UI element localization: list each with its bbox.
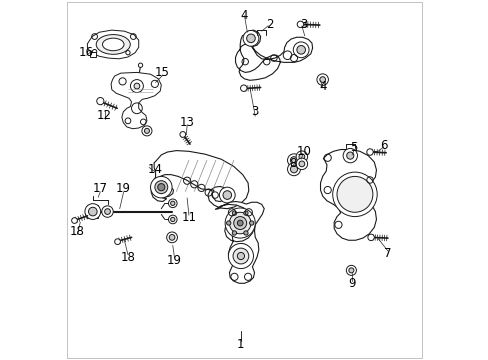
Text: 4: 4 xyxy=(240,9,248,22)
Circle shape xyxy=(168,215,177,224)
Circle shape xyxy=(180,132,185,137)
Circle shape xyxy=(144,129,149,134)
Circle shape xyxy=(166,232,177,243)
Circle shape xyxy=(88,207,97,216)
Text: 1: 1 xyxy=(237,338,244,351)
Circle shape xyxy=(296,158,307,170)
Circle shape xyxy=(348,268,353,273)
Circle shape xyxy=(102,206,113,217)
Circle shape xyxy=(115,239,120,244)
Circle shape xyxy=(228,243,253,269)
Circle shape xyxy=(237,220,243,226)
Circle shape xyxy=(287,163,300,176)
Circle shape xyxy=(155,181,167,194)
Text: 11: 11 xyxy=(181,211,196,224)
Circle shape xyxy=(223,191,231,199)
Circle shape xyxy=(226,221,230,225)
Text: 18: 18 xyxy=(69,225,84,238)
Circle shape xyxy=(243,31,258,46)
Circle shape xyxy=(150,176,172,198)
Circle shape xyxy=(336,176,372,212)
Circle shape xyxy=(224,208,255,238)
Circle shape xyxy=(366,149,372,155)
Text: 19: 19 xyxy=(167,254,182,267)
Text: 8: 8 xyxy=(288,157,296,170)
Circle shape xyxy=(244,231,247,235)
Text: 12: 12 xyxy=(97,109,112,122)
Circle shape xyxy=(244,211,247,215)
Circle shape xyxy=(296,45,305,54)
Circle shape xyxy=(233,248,248,264)
Polygon shape xyxy=(87,30,139,59)
Circle shape xyxy=(170,217,175,222)
Circle shape xyxy=(232,231,236,235)
Text: 16: 16 xyxy=(79,46,93,59)
Circle shape xyxy=(287,154,300,167)
Circle shape xyxy=(240,85,246,91)
Text: 15: 15 xyxy=(154,66,169,79)
Text: 18: 18 xyxy=(120,251,135,264)
Polygon shape xyxy=(89,51,96,57)
Circle shape xyxy=(367,234,373,240)
Polygon shape xyxy=(87,205,98,218)
Text: 19: 19 xyxy=(116,183,131,195)
Circle shape xyxy=(170,201,175,206)
Text: 9: 9 xyxy=(347,278,355,291)
Circle shape xyxy=(296,151,307,162)
Circle shape xyxy=(232,211,236,215)
Text: 3: 3 xyxy=(299,18,307,31)
Circle shape xyxy=(219,187,235,203)
Text: 2: 2 xyxy=(265,18,273,31)
Circle shape xyxy=(169,234,175,240)
Text: 6: 6 xyxy=(380,139,387,152)
Circle shape xyxy=(346,152,353,159)
Circle shape xyxy=(290,157,297,164)
Circle shape xyxy=(237,252,244,260)
Circle shape xyxy=(168,199,177,208)
Polygon shape xyxy=(320,149,376,240)
Text: 14: 14 xyxy=(147,163,162,176)
Circle shape xyxy=(233,217,246,229)
Circle shape xyxy=(316,74,328,85)
Text: 4: 4 xyxy=(319,80,326,93)
Polygon shape xyxy=(151,150,248,209)
Circle shape xyxy=(249,221,253,225)
Text: 10: 10 xyxy=(296,145,310,158)
Circle shape xyxy=(298,161,304,167)
Circle shape xyxy=(104,209,110,215)
Polygon shape xyxy=(111,72,161,129)
Circle shape xyxy=(343,148,357,163)
Text: 3: 3 xyxy=(251,105,259,118)
Circle shape xyxy=(297,21,303,28)
Ellipse shape xyxy=(96,35,130,54)
Circle shape xyxy=(85,204,101,220)
Text: 7: 7 xyxy=(384,247,391,260)
Text: 17: 17 xyxy=(93,183,108,195)
Circle shape xyxy=(229,212,250,234)
Circle shape xyxy=(298,154,304,159)
Circle shape xyxy=(72,218,77,224)
Circle shape xyxy=(290,166,297,173)
Circle shape xyxy=(346,265,356,275)
Circle shape xyxy=(97,98,104,105)
Polygon shape xyxy=(235,30,312,80)
Polygon shape xyxy=(215,202,264,283)
Text: 5: 5 xyxy=(349,141,357,154)
Circle shape xyxy=(332,172,376,217)
Circle shape xyxy=(246,34,255,42)
Ellipse shape xyxy=(102,38,124,51)
Text: 13: 13 xyxy=(179,116,194,129)
Circle shape xyxy=(158,184,164,191)
Circle shape xyxy=(293,42,308,58)
Circle shape xyxy=(134,83,140,89)
Circle shape xyxy=(138,63,142,67)
Circle shape xyxy=(319,77,325,82)
